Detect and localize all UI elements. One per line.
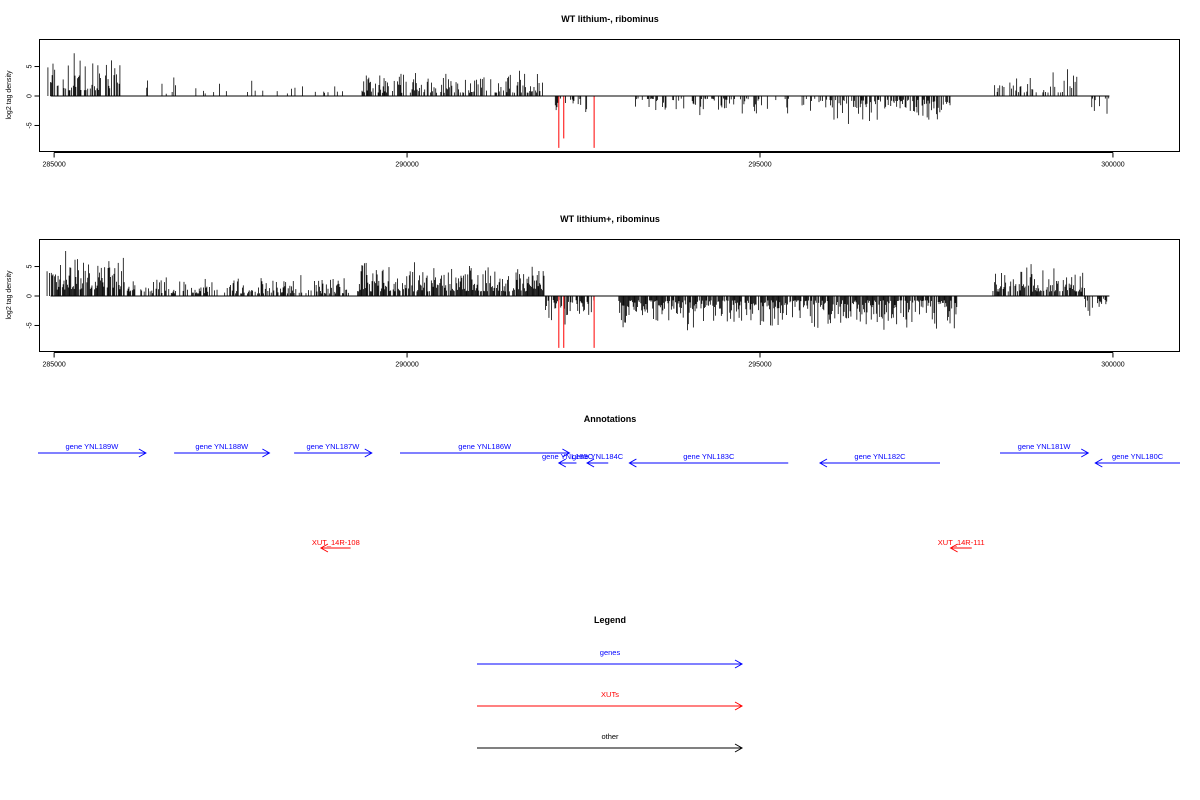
y-axis-label: log2 tag density bbox=[6, 270, 13, 320]
x-tick-label: 285000 bbox=[42, 162, 65, 169]
gene-arrow bbox=[818, 458, 940, 468]
gene-label: gene YNL188W bbox=[195, 442, 249, 451]
plot-area bbox=[46, 251, 1110, 348]
x-axis: 285000 290000 295000 300000 bbox=[42, 152, 1125, 169]
gene-label: gene YNL184C bbox=[572, 452, 624, 461]
x-tick-label: 290000 bbox=[395, 362, 418, 369]
gene-arrow bbox=[557, 458, 577, 468]
x-axis: 285000 290000 295000 300000 bbox=[42, 352, 1125, 369]
legend-label: genes bbox=[600, 648, 621, 657]
legend-label: other bbox=[601, 732, 619, 741]
gene-label: gene YNL185C bbox=[542, 452, 594, 461]
x-tick-label: 300000 bbox=[1101, 162, 1124, 169]
xut-arrow bbox=[319, 543, 351, 553]
legend-panel: Legend genes XUTs other bbox=[477, 615, 744, 753]
legend-label: XUTs bbox=[601, 690, 619, 699]
gene-label: gene YNL182C bbox=[854, 452, 906, 461]
x-tick-label: 295000 bbox=[748, 362, 771, 369]
gene-arrow bbox=[38, 448, 147, 458]
gene-label: gene YNL189W bbox=[65, 442, 119, 451]
y-axis: -5 0 5 bbox=[27, 64, 40, 129]
gene-arrow bbox=[174, 448, 271, 458]
plot-area bbox=[47, 53, 1110, 148]
x-tick-label: 290000 bbox=[395, 162, 418, 169]
legend-entries: genes XUTs other bbox=[477, 648, 744, 753]
annotations-panel: Annotations gene YNL189W gene YNL188W gene… bbox=[38, 414, 1180, 553]
gene-arrow bbox=[628, 458, 789, 468]
y-tick-label: -5 bbox=[27, 122, 34, 128]
gene-label: gene YNL187W bbox=[306, 442, 360, 451]
track-panel-lithium-minus: WT lithium-, ribominus log2 tag density … bbox=[6, 14, 1180, 169]
gene-arrow bbox=[294, 448, 373, 458]
y-axis: -5 0 5 bbox=[27, 264, 40, 329]
y-tick-label: -5 bbox=[27, 322, 34, 328]
panel-title: WT lithium-, ribominus bbox=[561, 14, 659, 24]
y-axis-label: log2 tag density bbox=[6, 70, 13, 120]
legend-arrow bbox=[477, 701, 744, 711]
y-tick-label: 5 bbox=[27, 64, 34, 68]
xut-label: XUT_14R-108 bbox=[312, 538, 360, 547]
gene-arrow bbox=[1094, 458, 1180, 468]
y-tick-label: 0 bbox=[27, 294, 34, 298]
gene-label: gene YNL180C bbox=[1112, 452, 1164, 461]
annotation-features: gene YNL189W gene YNL188W gene YNL187W gene… bbox=[38, 442, 1180, 553]
track-panel-lithium-plus: WT lithium+, ribominus log2 tag density … bbox=[6, 214, 1180, 369]
y-tick-label: 5 bbox=[27, 264, 34, 268]
legend-arrow bbox=[477, 743, 744, 753]
legend-title: Legend bbox=[594, 615, 626, 625]
legend-arrow bbox=[477, 659, 744, 669]
x-tick-label: 285000 bbox=[42, 362, 65, 369]
x-tick-label: 300000 bbox=[1101, 362, 1124, 369]
gene-label: gene YNL183C bbox=[683, 452, 735, 461]
xut-label: XUT_14R-111 bbox=[938, 538, 985, 547]
xut-arrow bbox=[949, 543, 972, 553]
gene-label: gene YNL181W bbox=[1018, 442, 1072, 451]
annotations-title: Annotations bbox=[584, 414, 637, 424]
gene-arrow bbox=[586, 458, 609, 468]
gene-arrow bbox=[400, 448, 571, 458]
panel-title: WT lithium+, ribominus bbox=[560, 214, 660, 224]
y-tick-label: 0 bbox=[27, 94, 34, 98]
gene-label: gene YNL186W bbox=[458, 442, 512, 451]
x-tick-label: 295000 bbox=[748, 162, 771, 169]
gene-arrow bbox=[1000, 448, 1090, 458]
